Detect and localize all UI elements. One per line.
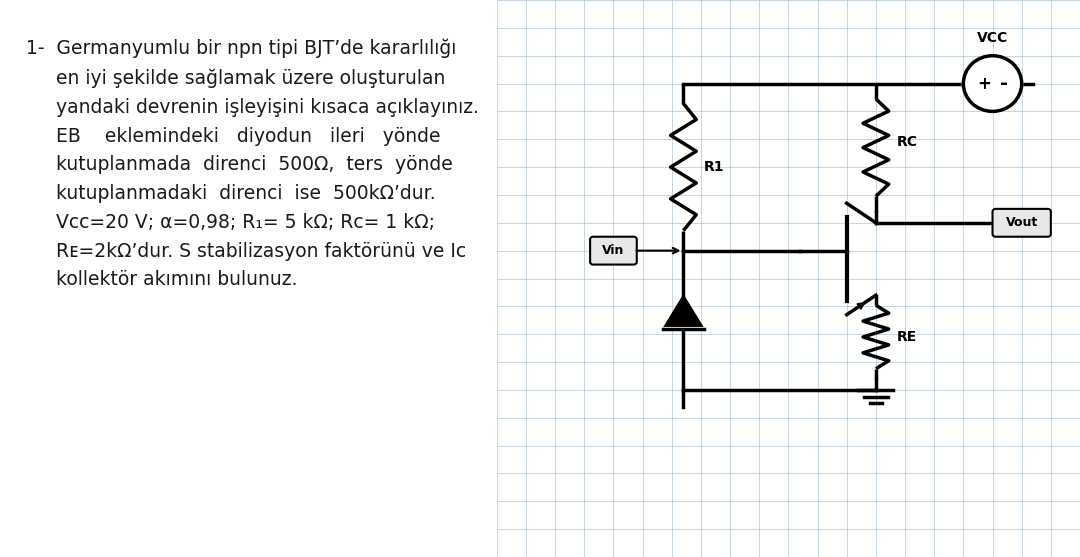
Text: -: - (1000, 74, 1009, 93)
Text: RE: RE (896, 330, 917, 344)
FancyBboxPatch shape (590, 237, 637, 265)
Circle shape (963, 56, 1022, 111)
Text: R1: R1 (704, 160, 725, 174)
Text: RC: RC (896, 135, 917, 149)
Text: Vin: Vin (603, 244, 624, 257)
Text: Vout: Vout (1005, 216, 1038, 229)
Polygon shape (663, 295, 704, 329)
Text: 1-  Germanyumlu bir npn tipi BJT’de kararlılığı
     en iyi şekilde sağlamak üze: 1- Germanyumlu bir npn tipi BJT’de karar… (26, 39, 478, 289)
Text: +: + (976, 75, 990, 92)
FancyBboxPatch shape (993, 209, 1051, 237)
Text: VCC: VCC (977, 31, 1008, 45)
